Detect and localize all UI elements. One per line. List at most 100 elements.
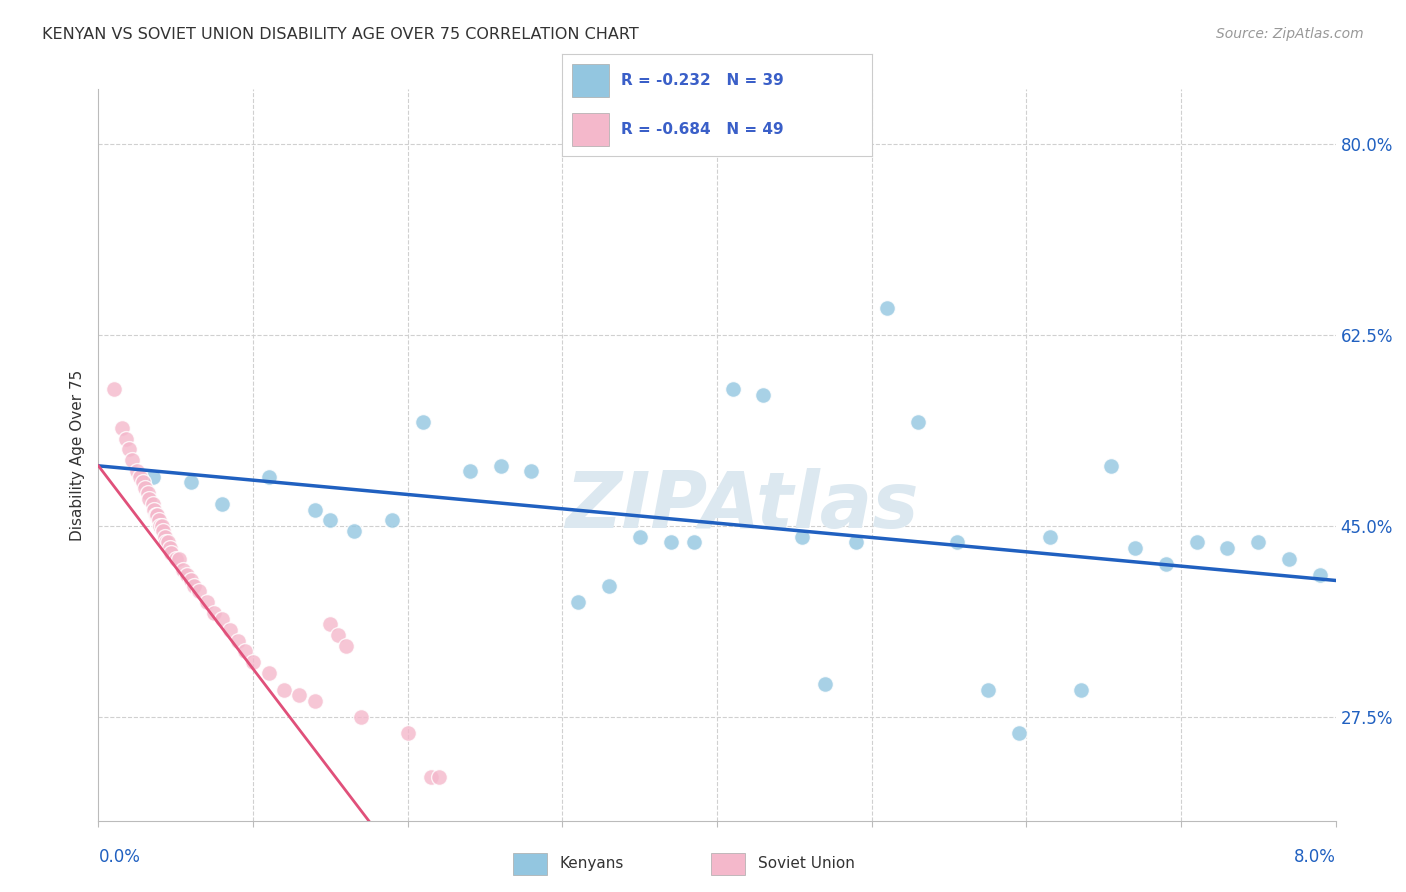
Point <box>1216 541 1239 555</box>
Text: Source: ZipAtlas.com: Source: ZipAtlas.com <box>1216 27 1364 41</box>
Point <box>153 530 176 544</box>
Point <box>155 535 177 549</box>
Point <box>427 770 450 784</box>
Text: R = -0.232   N = 39: R = -0.232 N = 39 <box>621 72 785 87</box>
Point <box>319 513 342 527</box>
Point <box>1247 535 1270 549</box>
Point <box>876 301 898 315</box>
Point <box>195 595 218 609</box>
Point <box>127 464 149 478</box>
Text: Soviet Union: Soviet Union <box>758 855 855 871</box>
FancyBboxPatch shape <box>572 64 609 96</box>
Point <box>141 469 165 483</box>
Point <box>159 541 181 555</box>
Point <box>165 551 187 566</box>
Point <box>814 677 837 691</box>
Point <box>976 682 998 697</box>
Point <box>520 464 543 478</box>
Point <box>160 546 183 560</box>
Point <box>143 502 166 516</box>
Point <box>148 513 170 527</box>
Point <box>288 688 311 702</box>
Point <box>136 486 159 500</box>
Point <box>188 584 211 599</box>
Point <box>226 633 249 648</box>
Point <box>141 497 165 511</box>
Point <box>326 628 350 642</box>
Point <box>257 666 280 681</box>
Point <box>1309 568 1331 582</box>
Point <box>790 530 813 544</box>
Text: R = -0.684   N = 49: R = -0.684 N = 49 <box>621 122 783 137</box>
Point <box>1069 682 1091 697</box>
Point <box>149 519 172 533</box>
Point <box>211 612 233 626</box>
Point <box>343 524 366 539</box>
Point <box>219 623 242 637</box>
Point <box>659 535 682 549</box>
Point <box>146 508 169 522</box>
Point <box>304 693 326 707</box>
Point <box>845 535 868 549</box>
Point <box>134 481 156 495</box>
Point <box>1123 541 1146 555</box>
Point <box>489 458 512 473</box>
Point <box>180 574 202 588</box>
Point <box>273 682 295 697</box>
Point <box>381 513 404 527</box>
Point <box>721 383 744 397</box>
Point <box>1278 551 1301 566</box>
Point <box>412 415 434 429</box>
Point <box>180 475 202 490</box>
Point <box>420 770 443 784</box>
Point <box>683 535 706 549</box>
Point <box>167 551 190 566</box>
Point <box>628 530 651 544</box>
Point <box>1038 530 1062 544</box>
Point <box>1154 557 1177 571</box>
Point <box>111 420 134 434</box>
Text: Kenyans: Kenyans <box>560 855 624 871</box>
Point <box>304 502 326 516</box>
Point <box>204 606 226 620</box>
Point <box>183 579 205 593</box>
Text: 8.0%: 8.0% <box>1294 848 1336 866</box>
Point <box>1007 726 1029 740</box>
Point <box>211 497 233 511</box>
Point <box>458 464 481 478</box>
Point <box>152 524 174 539</box>
FancyBboxPatch shape <box>711 853 745 875</box>
Point <box>138 491 160 506</box>
Point <box>396 726 419 740</box>
Y-axis label: Disability Age Over 75: Disability Age Over 75 <box>70 369 86 541</box>
Point <box>242 656 264 670</box>
Point <box>118 442 141 457</box>
Point <box>129 469 152 483</box>
Point <box>176 568 198 582</box>
Point <box>567 595 589 609</box>
FancyBboxPatch shape <box>513 853 547 875</box>
Point <box>1185 535 1208 549</box>
Point <box>132 475 155 490</box>
Point <box>335 639 357 653</box>
Point <box>235 644 257 658</box>
Point <box>945 535 967 549</box>
Point <box>257 469 280 483</box>
Point <box>598 579 620 593</box>
Point <box>752 388 775 402</box>
Text: KENYAN VS SOVIET UNION DISABILITY AGE OVER 75 CORRELATION CHART: KENYAN VS SOVIET UNION DISABILITY AGE OV… <box>42 27 638 42</box>
Point <box>145 508 167 522</box>
Point <box>319 617 342 632</box>
Text: ZIPAtlas: ZIPAtlas <box>565 468 918 544</box>
Point <box>115 432 138 446</box>
Point <box>157 535 180 549</box>
Point <box>350 710 373 724</box>
Point <box>173 563 195 577</box>
Point <box>1099 458 1122 473</box>
Point <box>150 519 173 533</box>
Point <box>121 453 143 467</box>
Text: 0.0%: 0.0% <box>98 848 141 866</box>
Point <box>907 415 929 429</box>
FancyBboxPatch shape <box>572 113 609 145</box>
Point <box>103 383 125 397</box>
